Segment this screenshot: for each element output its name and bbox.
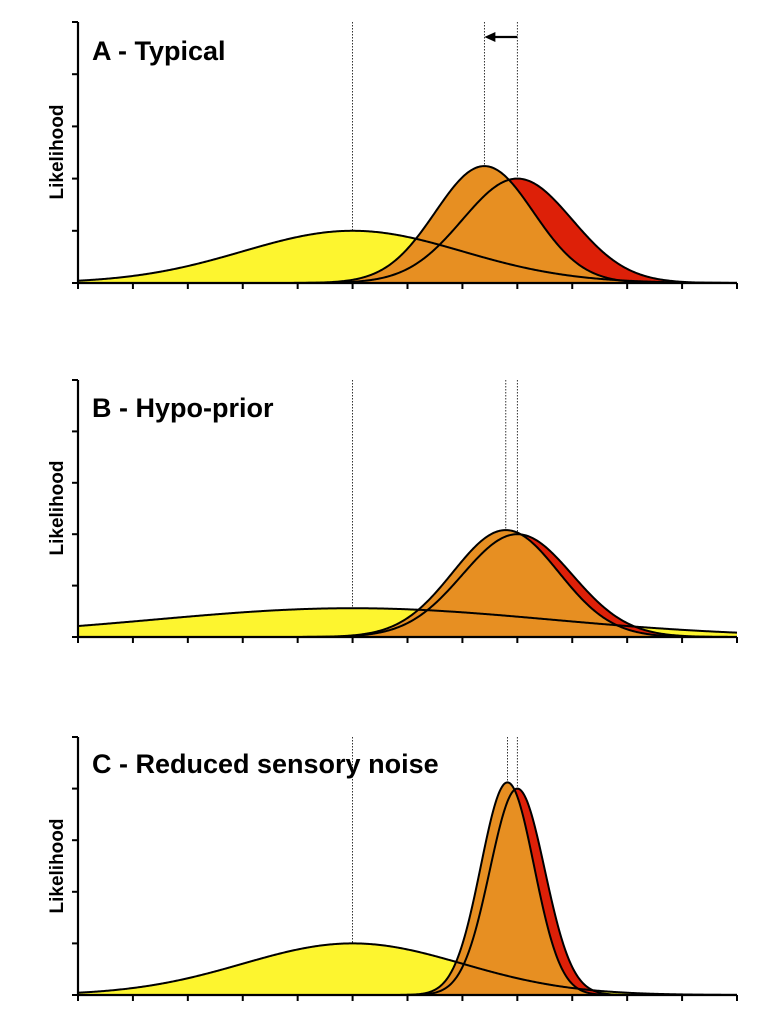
panel-a: A - Typical Likelihood	[47, 21, 738, 289]
prior-curve	[77, 942, 738, 996]
panel-title: B - Hypo-prior	[92, 393, 274, 423]
y-axis-label: Likelihood	[47, 461, 68, 556]
panel-title: A - Typical	[92, 36, 226, 66]
y-axis-label: Likelihood	[47, 105, 68, 200]
posterior-area	[78, 530, 737, 637]
panel-title: C - Reduced sensory noise	[92, 749, 439, 779]
likelihood-area	[78, 178, 737, 283]
posterior-area	[78, 166, 737, 283]
y-axis-label: Likelihood	[47, 819, 68, 914]
panel-b: B - Hypo-prior Likelihood	[47, 379, 738, 643]
prior-area	[78, 943, 737, 995]
prior-curve	[77, 607, 738, 634]
shift-arrow-head-icon	[484, 32, 496, 42]
panel-c: C - Reduced sensory noise Likelihood	[47, 736, 738, 1001]
